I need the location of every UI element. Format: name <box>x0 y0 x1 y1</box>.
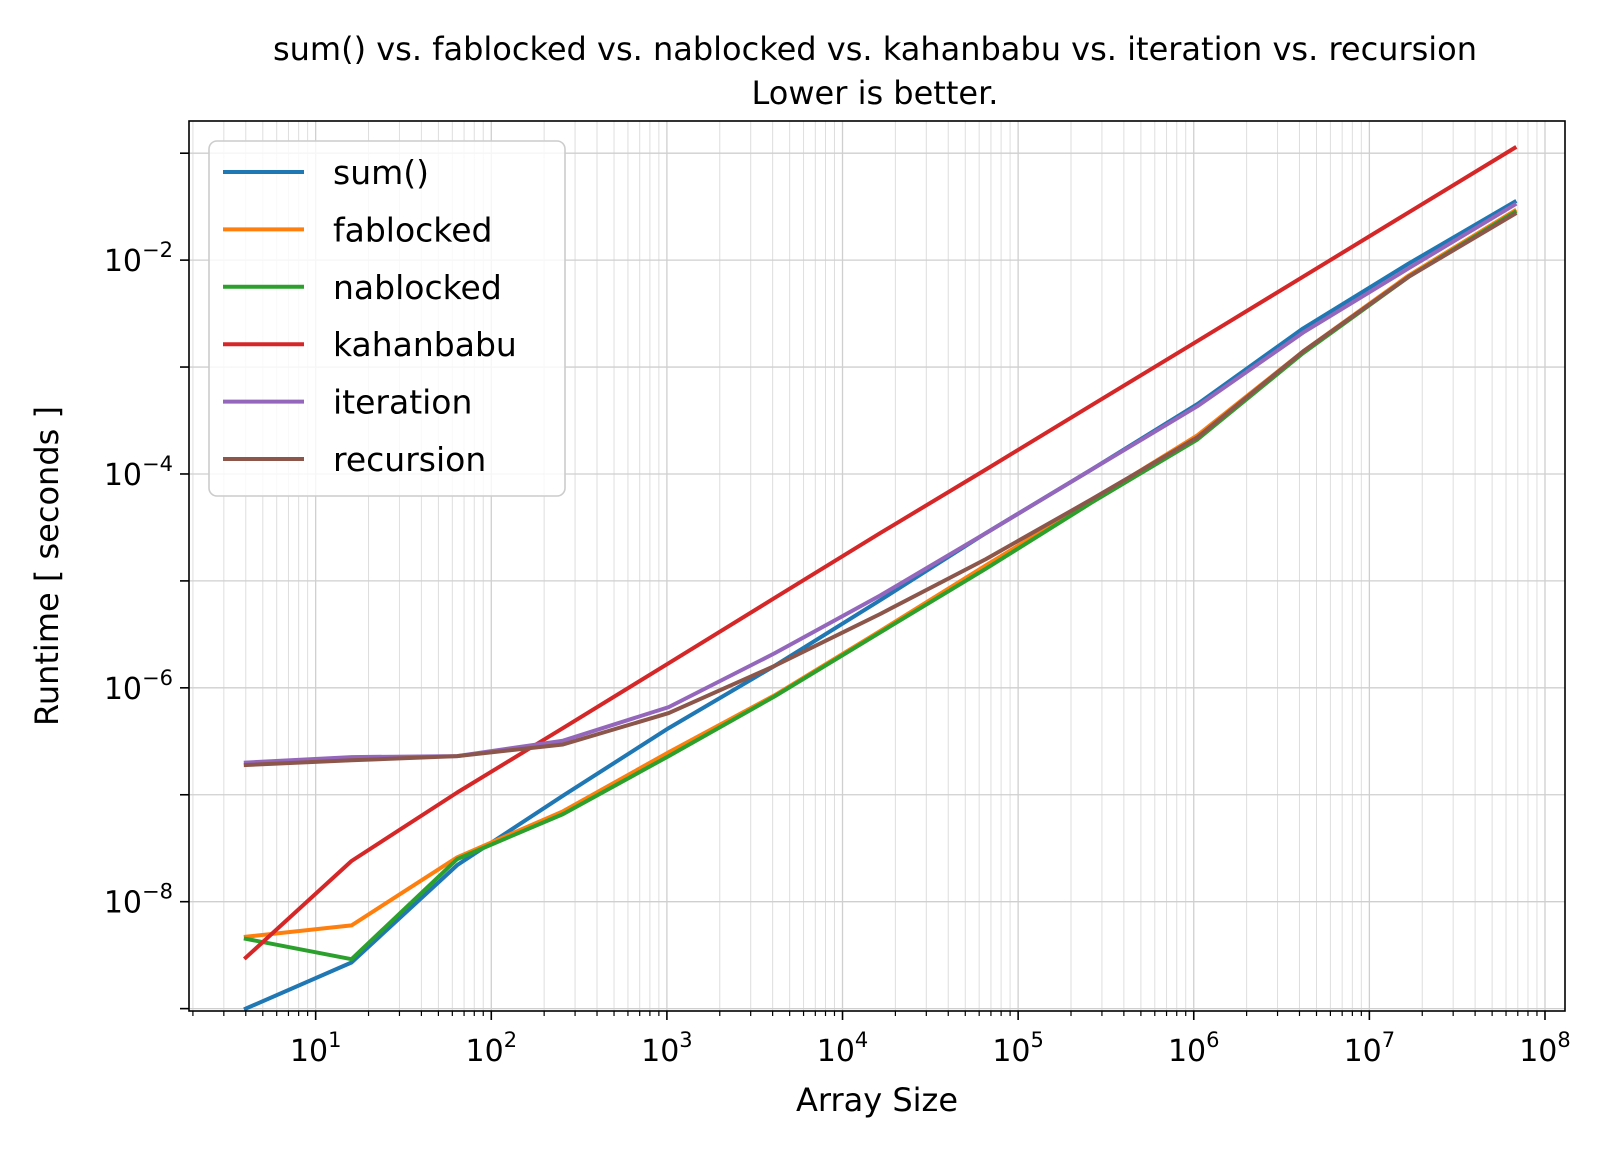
series-line-kahanbabu <box>242 145 1518 961</box>
legend-items: sum() fablocked nablocked kahanbabu iteratio… <box>223 153 517 479</box>
y-axis-label: Runtime [ seconds ] <box>28 406 66 726</box>
legend: sum() fablocked nablocked kahanbabu iteratio… <box>208 140 566 497</box>
plot-lines <box>242 145 1518 1012</box>
y-tick-label: 10−6 <box>104 666 173 707</box>
legend-label: kahanbabu <box>333 325 517 364</box>
y-tick-label: 10−2 <box>104 238 173 279</box>
y-tick-label: 10−8 <box>104 880 173 921</box>
chart-title: sum() vs. fablocked vs. nablocked vs. ka… <box>273 30 1477 68</box>
series-line-recursion <box>243 211 1518 768</box>
x-tick-label: 104 <box>817 1028 869 1069</box>
legend-label: recursion <box>333 440 486 479</box>
legend-label: fablocked <box>333 210 492 249</box>
x-tick-label: 106 <box>1168 1028 1220 1069</box>
legend-label: nablocked <box>333 268 502 307</box>
legend-label: iteration <box>333 383 472 422</box>
x-tick-label: 105 <box>992 1028 1044 1069</box>
x-tick-label: 101 <box>290 1028 342 1069</box>
axis-ticks: 101 102 103 104 105 106 107 108 10−8 10−6 10−4 10−2 <box>104 152 1571 1069</box>
x-tick-label: 108 <box>1519 1028 1571 1069</box>
series-line-sum <box>243 199 1518 1012</box>
x-tick-label: 103 <box>641 1028 693 1069</box>
chart-subtitle: Lower is better. <box>752 74 999 112</box>
x-tick-label: 107 <box>1344 1028 1396 1069</box>
plot-area-frame <box>188 120 1566 1012</box>
x-axis-label: Array Size <box>796 1081 958 1119</box>
x-tick-label: 102 <box>466 1028 518 1069</box>
y-tick-label: 10−4 <box>104 452 173 493</box>
legend-label: sum() <box>333 153 429 192</box>
